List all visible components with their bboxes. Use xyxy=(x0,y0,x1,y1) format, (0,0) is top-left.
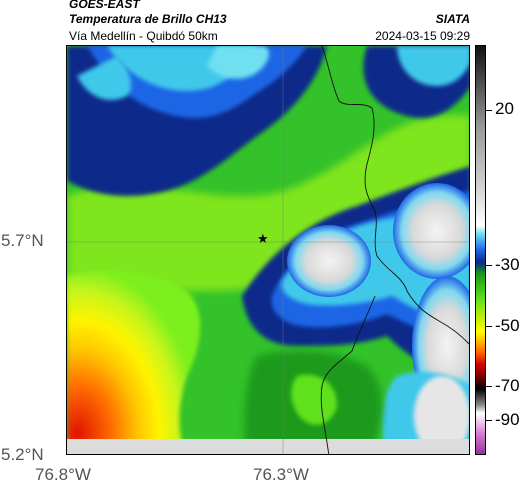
colorbar-tick xyxy=(486,326,492,327)
colorbar-label-minus-70: -70 xyxy=(495,376,520,395)
colorbar-label-minus-90: -90 xyxy=(495,410,520,429)
satellite-title: GOES-EAST xyxy=(69,0,140,11)
colorbar-label-20: 20 xyxy=(495,99,514,118)
lon-label-76-3: 76.3°W xyxy=(253,465,309,484)
lon-label-76-8: 76.8°W xyxy=(35,465,91,484)
timestamp-label: 2024-03-15 09:29 xyxy=(375,29,470,43)
colorbar-tick xyxy=(486,386,492,387)
colorbar-tick xyxy=(486,265,492,266)
colorbar-label-minus-50: -50 xyxy=(495,316,520,335)
star-icon: ★ xyxy=(257,231,269,246)
colorbar-tick xyxy=(486,420,492,421)
organization-label: SIATA xyxy=(435,12,470,26)
lat-label-5-7: 5.7°N xyxy=(1,231,44,250)
map-image xyxy=(67,46,469,454)
colorbar-label-minus-30: -30 xyxy=(495,255,520,274)
colorbar-tick xyxy=(486,110,492,111)
brightness-temperature-map[interactable]: ★ xyxy=(66,45,470,455)
temperature-colorbar xyxy=(475,45,486,455)
product-title: Temperatura de Brillo CH13 xyxy=(69,12,227,26)
region-subtitle: Vía Medellín - Quibdó 50km xyxy=(69,29,218,43)
lat-label-5-2: 5.2°N xyxy=(1,445,44,464)
